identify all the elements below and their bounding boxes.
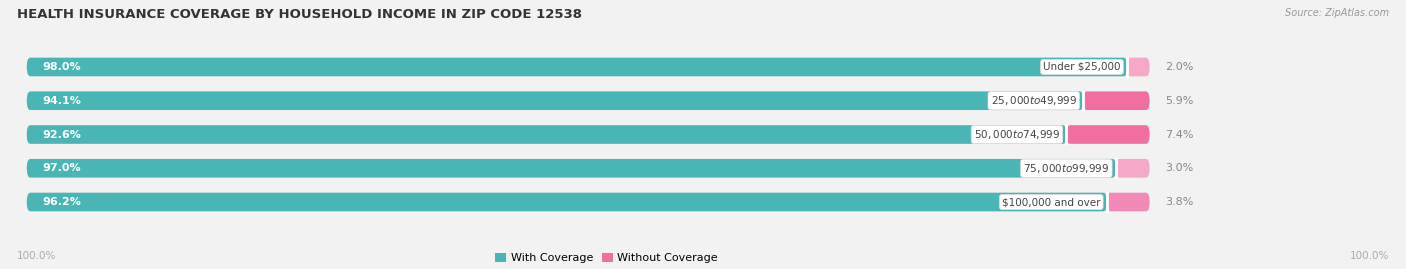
Text: 96.2%: 96.2% — [42, 197, 82, 207]
Text: 3.8%: 3.8% — [1164, 197, 1194, 207]
FancyBboxPatch shape — [27, 91, 1150, 110]
Text: 98.0%: 98.0% — [42, 62, 80, 72]
Text: 100.0%: 100.0% — [1350, 251, 1389, 261]
Text: Under $25,000: Under $25,000 — [1043, 62, 1121, 72]
Text: $50,000 to $74,999: $50,000 to $74,999 — [974, 128, 1060, 141]
Text: HEALTH INSURANCE COVERAGE BY HOUSEHOLD INCOME IN ZIP CODE 12538: HEALTH INSURANCE COVERAGE BY HOUSEHOLD I… — [17, 8, 582, 21]
Text: 7.4%: 7.4% — [1164, 129, 1194, 140]
Text: 2.0%: 2.0% — [1164, 62, 1194, 72]
Text: Source: ZipAtlas.com: Source: ZipAtlas.com — [1285, 8, 1389, 18]
Text: $25,000 to $49,999: $25,000 to $49,999 — [991, 94, 1077, 107]
FancyBboxPatch shape — [1116, 159, 1150, 178]
FancyBboxPatch shape — [27, 58, 1128, 76]
Text: 5.9%: 5.9% — [1164, 96, 1194, 106]
FancyBboxPatch shape — [27, 159, 1116, 178]
Legend: With Coverage, Without Coverage: With Coverage, Without Coverage — [495, 253, 718, 263]
Text: 100.0%: 100.0% — [17, 251, 56, 261]
FancyBboxPatch shape — [27, 91, 1083, 110]
Text: 3.0%: 3.0% — [1164, 163, 1194, 173]
FancyBboxPatch shape — [27, 159, 1150, 178]
FancyBboxPatch shape — [1128, 58, 1150, 76]
FancyBboxPatch shape — [1083, 91, 1150, 110]
Text: 97.0%: 97.0% — [42, 163, 80, 173]
Text: $100,000 and over: $100,000 and over — [1002, 197, 1101, 207]
FancyBboxPatch shape — [27, 193, 1107, 211]
FancyBboxPatch shape — [27, 58, 1150, 76]
Text: 94.1%: 94.1% — [42, 96, 82, 106]
Text: 92.6%: 92.6% — [42, 129, 82, 140]
FancyBboxPatch shape — [27, 125, 1150, 144]
FancyBboxPatch shape — [1067, 125, 1150, 144]
FancyBboxPatch shape — [1107, 193, 1150, 211]
FancyBboxPatch shape — [27, 125, 1067, 144]
FancyBboxPatch shape — [27, 193, 1150, 211]
Text: $75,000 to $99,999: $75,000 to $99,999 — [1024, 162, 1109, 175]
